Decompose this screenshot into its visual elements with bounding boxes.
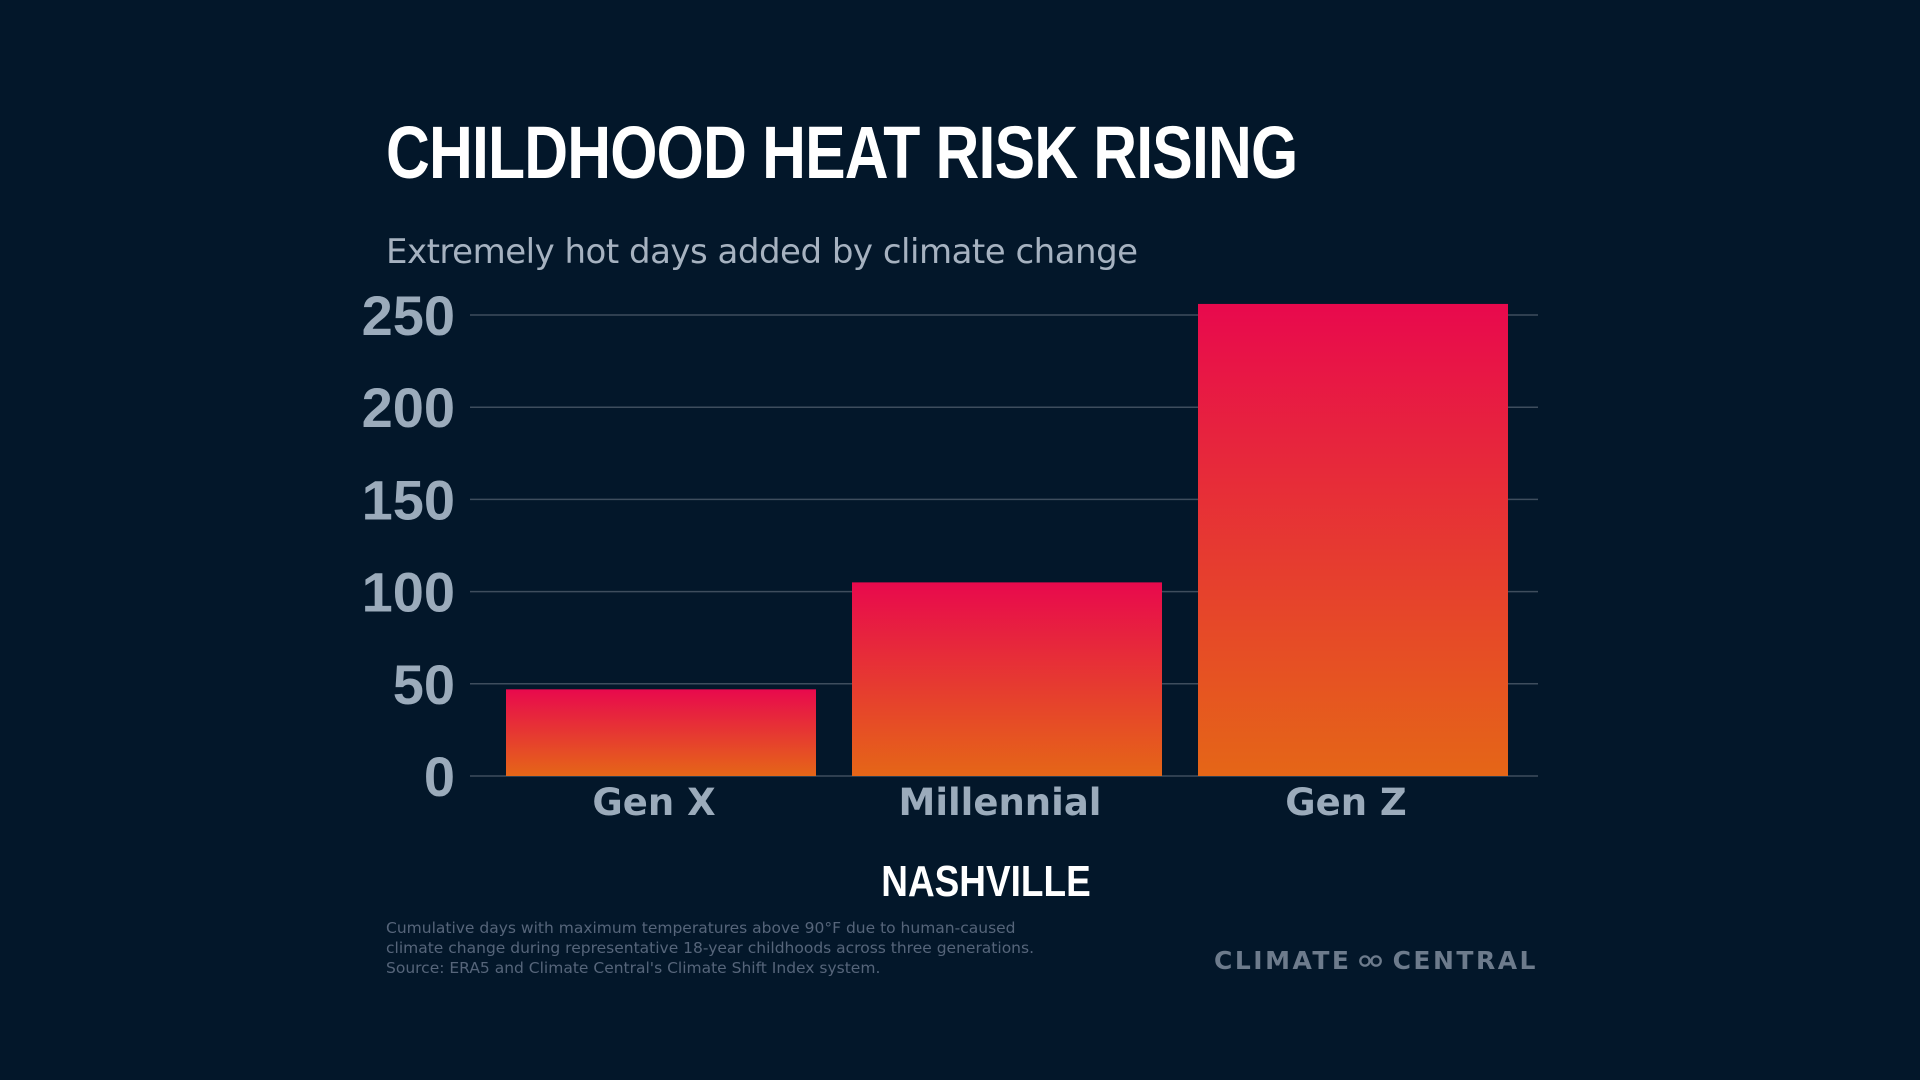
footnote-source: Source: ERA5 and Climate Central's Clima… [386,959,881,977]
chart-subtitle: Extremely hot days added by climate chan… [386,232,1138,272]
climate-central-logo-icon [1358,954,1382,967]
brand-word-right: CENTRAL [1392,946,1538,975]
y-tick-label: 50 [393,653,455,716]
y-tick-label: 150 [362,468,455,531]
city-label: NASHVILLE [881,857,1091,906]
bar-millennial [852,582,1162,776]
y-tick-label: 200 [362,376,455,439]
brand-word-left: CLIMATE [1214,946,1352,975]
x-tick-label: Gen X [592,781,715,824]
climate-central-logo: CLIMATE CENTRAL [1214,946,1538,975]
y-tick-label: 250 [362,284,455,347]
bar-gen-z [1198,303,1508,776]
page-title: CHILDHOOD HEAT RISK RISING [386,111,1298,194]
footnote-line: climate change during representative 18-… [386,939,1035,957]
bar-gen-x [506,689,816,776]
footnote: Cumulative days with maximum temperature… [386,918,1086,978]
x-tick-label: Millennial [899,781,1102,824]
y-tick-label: 100 [362,561,455,624]
y-tick-label: 0 [424,745,455,808]
x-axis-ticks: Gen X Millennial Gen Z [592,781,1406,824]
bars [506,303,1508,776]
y-axis-ticks: 0 50 100 150 200 250 [362,284,455,808]
x-tick-label: Gen Z [1285,781,1407,824]
footnote-line: Cumulative days with maximum temperature… [386,919,1016,937]
